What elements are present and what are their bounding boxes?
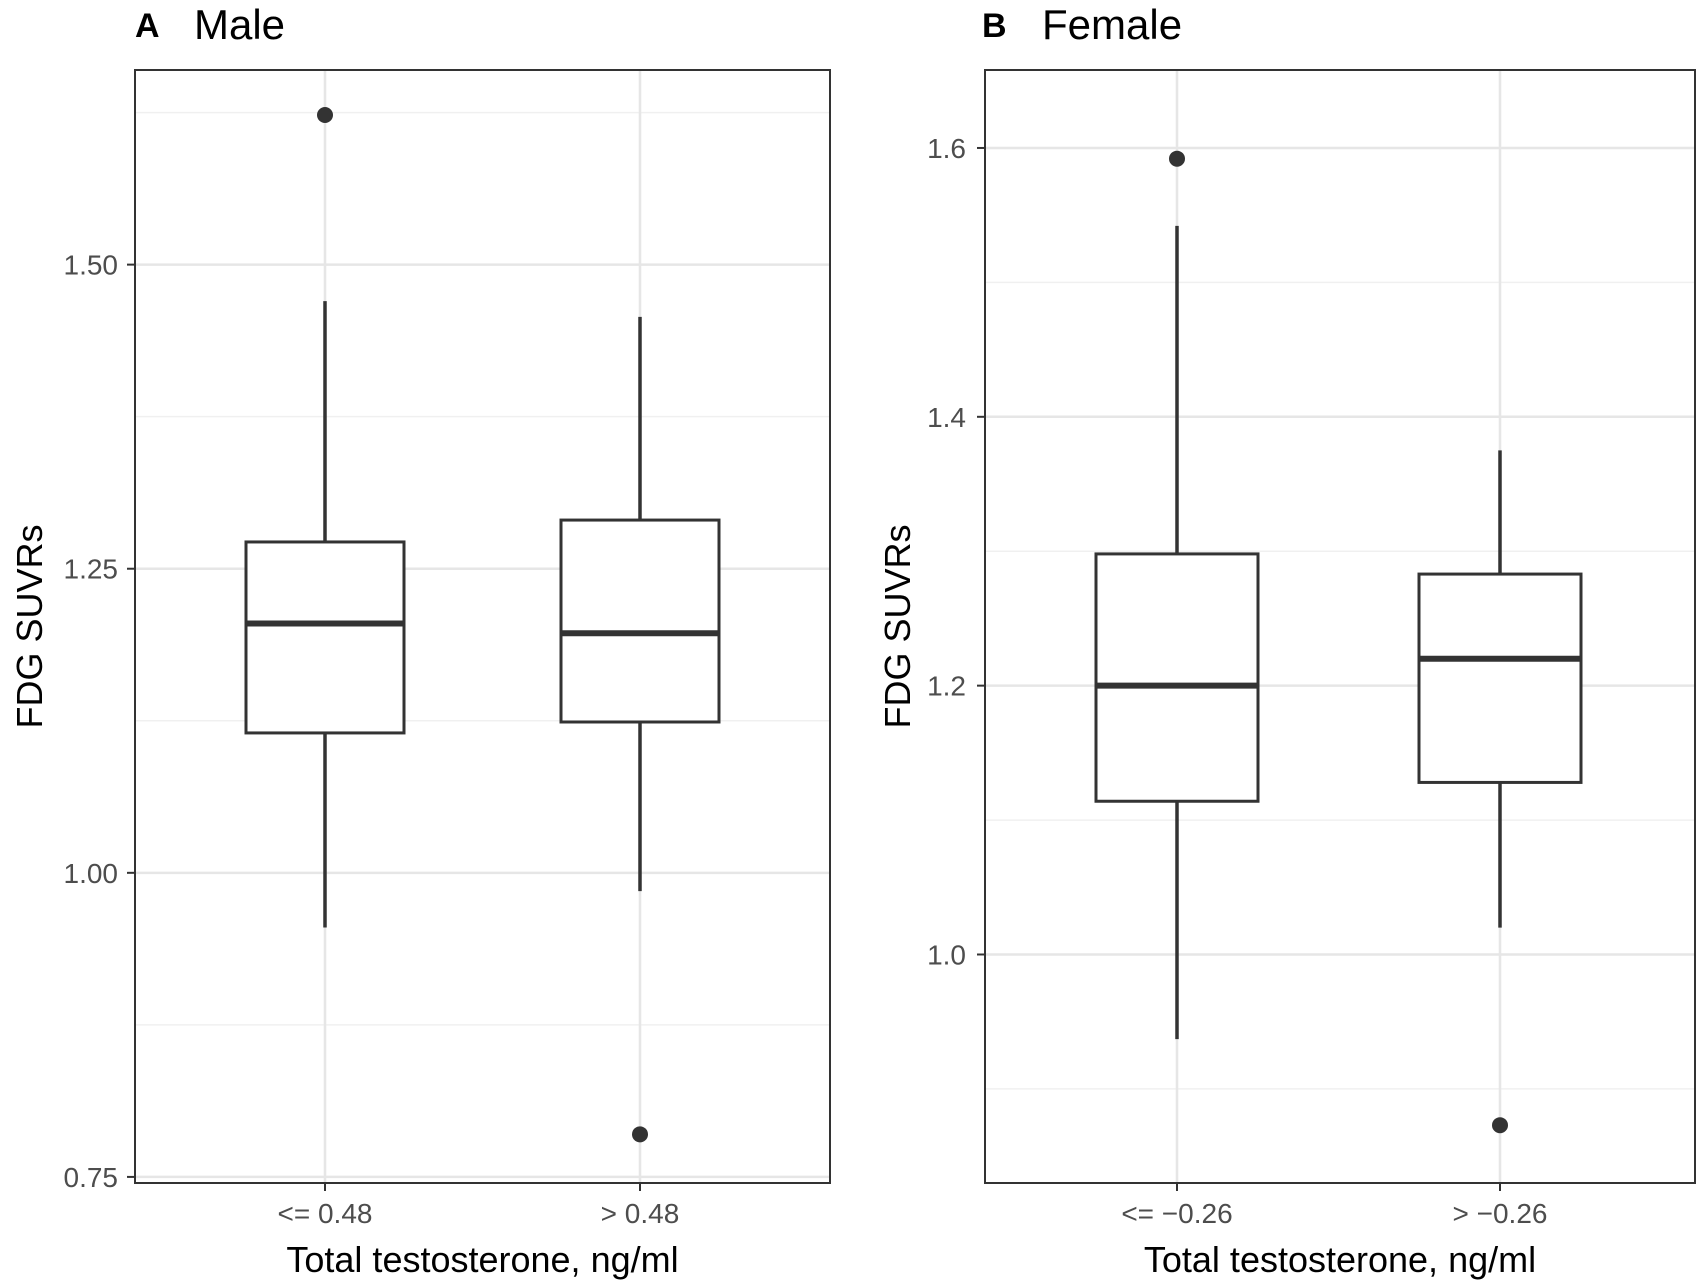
y-axis-title: FDG SUVRs	[9, 524, 50, 728]
iqr-box	[244, 540, 406, 735]
panel-b: B Female 1.0 1.2 1.4 1.6 <= −0.26 > −0.26 Total …	[877, 1, 1696, 1280]
panel-border	[984, 69, 1696, 1184]
y-tick-label: 1.6	[927, 133, 966, 164]
outlier-point	[1492, 1117, 1508, 1134]
panel-title: Male	[194, 1, 285, 48]
x-axis-title: Total testosterone, ng/ml	[286, 1239, 678, 1280]
panel-title: Female	[1042, 1, 1182, 48]
iqr-box	[1417, 572, 1583, 784]
y-tick-label: 1.4	[927, 402, 966, 433]
panel-letter: B	[982, 7, 1007, 45]
y-tick-label: 0.75	[64, 1162, 119, 1193]
panel-border	[134, 69, 831, 1184]
box-1	[1094, 150, 1260, 1040]
box-2	[559, 316, 721, 1143]
box-2	[1417, 450, 1583, 1134]
panel-letter: A	[135, 7, 160, 45]
iqr-box	[1094, 552, 1260, 803]
y-tick-label: 1.2	[927, 671, 966, 702]
x-tick-label: <= −0.26	[1121, 1198, 1232, 1229]
outlier-point	[317, 107, 333, 124]
y-tick-label: 1.00	[64, 858, 119, 889]
iqr-box	[559, 518, 721, 724]
outlier-point	[1169, 150, 1185, 167]
x-tick-label: > −0.26	[1453, 1198, 1548, 1229]
outlier-point	[632, 1126, 648, 1143]
y-axis-title: FDG SUVRs	[877, 524, 918, 728]
x-axis-title: Total testosterone, ng/ml	[1144, 1239, 1536, 1280]
y-tick-label: 1.25	[64, 554, 119, 585]
x-tick-label: > 0.48	[601, 1198, 680, 1229]
x-tick-label: <= 0.48	[278, 1198, 373, 1229]
y-tick-label: 1.0	[927, 939, 966, 970]
y-tick-label: 1.50	[64, 250, 119, 281]
panel-a: A Male 0.75 1.00 1.25 1.50 <= 0.48 > 0.48 Total …	[9, 1, 831, 1280]
box-1	[244, 107, 406, 928]
